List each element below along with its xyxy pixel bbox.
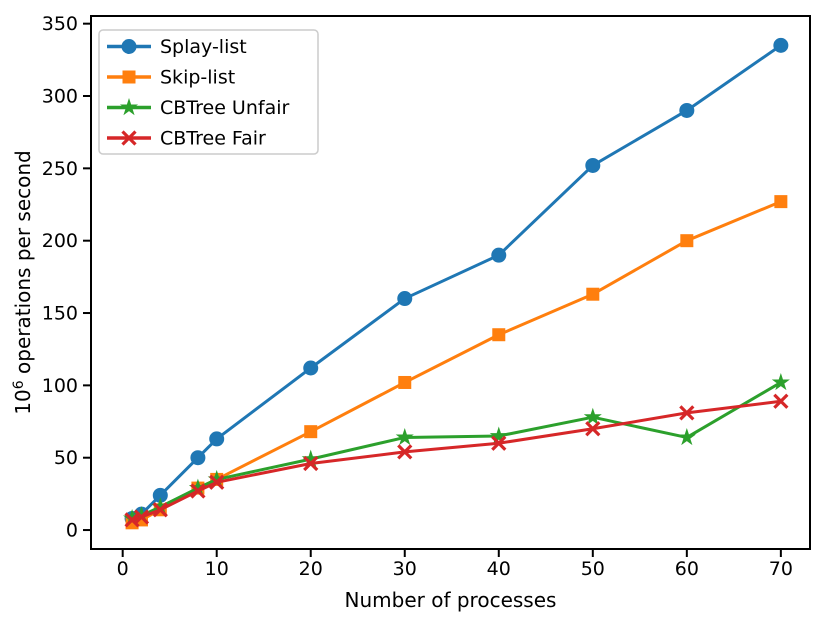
series-line	[131, 200, 782, 525]
x-marker	[152, 502, 168, 518]
y-tick-label: 350	[42, 13, 78, 35]
circle-marker	[773, 37, 789, 53]
square-marker	[492, 328, 506, 342]
x-tick-label: 40	[487, 558, 511, 580]
star-marker	[583, 407, 602, 425]
star-marker	[677, 427, 696, 446]
star-marker	[489, 426, 508, 444]
star-marker	[188, 478, 207, 496]
circle-marker	[190, 450, 206, 466]
star-marker	[151, 497, 170, 515]
legend-label: Splay-list	[160, 36, 247, 58]
x-tick-label: 0	[117, 558, 129, 580]
circle-marker	[679, 102, 695, 118]
y-tick-label: 100	[42, 375, 78, 397]
x-axis: 0 10 20 30 40 50 60 70	[117, 549, 793, 580]
legend-label: CBTree Fair	[160, 128, 266, 150]
star-marker	[395, 427, 414, 446]
legend-box	[98, 29, 319, 155]
star-marker	[207, 469, 226, 488]
star-marker	[123, 508, 142, 527]
legend-item-splay-list: Splay-list	[107, 36, 247, 58]
x-marker	[121, 130, 137, 146]
square-marker	[122, 70, 136, 84]
circle-marker	[209, 431, 225, 447]
x-tick-label: 60	[675, 558, 699, 580]
legend-label: Skip-list	[160, 67, 235, 89]
circle-marker	[585, 157, 601, 173]
circle-marker	[152, 487, 168, 503]
legend-item-cbtree-unfair: CBTree Unfair	[107, 97, 289, 119]
y-tick-label: 300	[42, 86, 78, 108]
x-marker	[491, 435, 507, 451]
star-marker	[771, 372, 790, 391]
x-tick-label: 70	[769, 558, 793, 580]
x-tick-label: 30	[393, 558, 417, 580]
series-line	[131, 399, 782, 522]
square-marker	[586, 287, 600, 301]
legend-item-cbtree-fair: CBTree Fair	[107, 128, 266, 150]
circle-marker	[121, 39, 137, 54]
series-splay-list	[124, 37, 789, 526]
x-marker	[397, 444, 413, 460]
square-marker	[680, 234, 694, 248]
legend-item-skip-list: Skip-list	[107, 67, 235, 89]
x-tick-label: 10	[205, 558, 229, 580]
star-marker	[119, 98, 139, 116]
square-marker	[774, 195, 788, 209]
y-axis: 0 50 100 150 200 250 300 350	[42, 13, 91, 542]
star-marker	[301, 449, 320, 467]
y-axis-label: 106 operations per second	[11, 150, 35, 414]
x-axis-label: Number of processes	[345, 588, 557, 612]
x-marker	[209, 474, 225, 490]
circle-marker	[397, 291, 413, 307]
x-tick-label: 50	[581, 558, 605, 580]
legend-label: CBTree Unfair	[160, 97, 289, 119]
y-tick-label: 150	[42, 303, 78, 325]
circle-marker	[303, 360, 319, 376]
square-marker	[398, 375, 412, 389]
square-marker	[304, 425, 318, 439]
x-marker	[585, 421, 601, 437]
series-cbtree-unfair	[123, 372, 790, 527]
x-marker	[679, 405, 695, 421]
circle-marker	[491, 247, 507, 263]
x-marker	[133, 509, 150, 525]
y-tick-label: 200	[42, 230, 78, 252]
x-marker	[190, 483, 206, 499]
y-tick-label: 250	[42, 158, 78, 180]
y-tick-label: 50	[54, 447, 78, 469]
star-marker	[132, 506, 151, 524]
series-line	[131, 381, 782, 520]
x-marker	[773, 393, 789, 409]
x-tick-label: 20	[299, 558, 323, 580]
y-tick-label: 0	[66, 520, 78, 542]
series-cbtree-fair	[124, 393, 789, 528]
x-marker	[303, 455, 319, 472]
legend: Splay-list Skip-list CBTree Unfair CBTree F…	[98, 29, 319, 155]
plot-frame	[90, 15, 811, 550]
